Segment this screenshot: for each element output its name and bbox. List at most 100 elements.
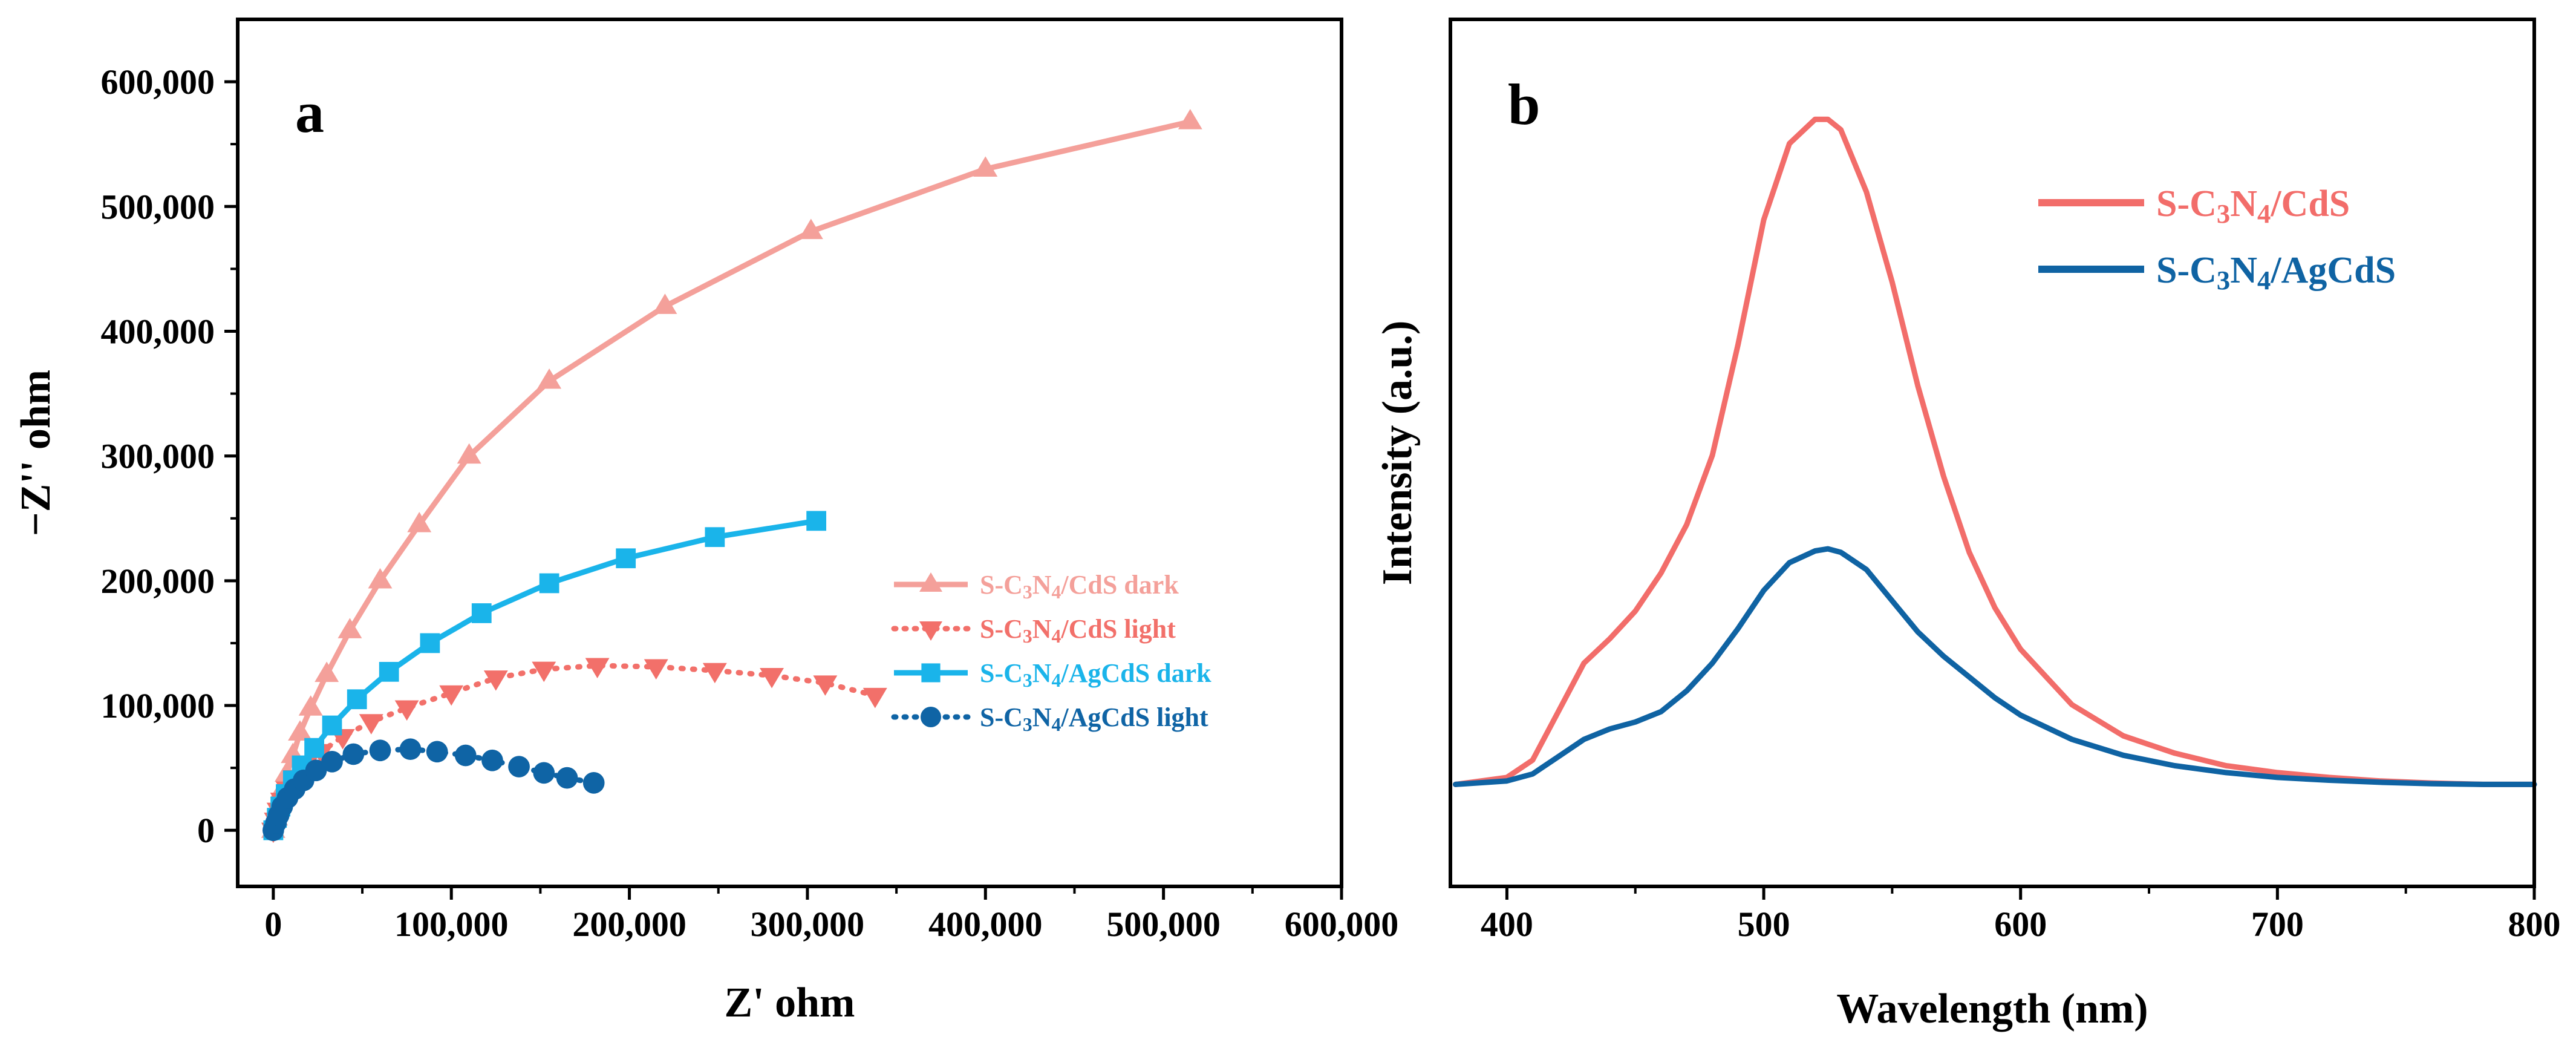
data-point bbox=[399, 738, 422, 761]
legend-item-2: S-C3N4/AgCdS bbox=[2038, 250, 2396, 295]
legend-text-pre: S-C bbox=[980, 614, 1023, 644]
data-point bbox=[288, 720, 312, 741]
legend-text-pre: S-C bbox=[2156, 183, 2217, 224]
legend-text-mid: N bbox=[1032, 614, 1052, 644]
data-point bbox=[298, 695, 323, 716]
legend-text: S-C3N4/CdS dark bbox=[980, 570, 1179, 603]
y-tick-label: 300,000 bbox=[101, 437, 215, 476]
legend-text: S-C3N4/AgCdS bbox=[2156, 250, 2396, 295]
x-tick-label: 400,000 bbox=[928, 905, 1043, 944]
data-point bbox=[616, 548, 636, 569]
legend-text-sub2: 4 bbox=[1052, 670, 1061, 691]
data-point bbox=[439, 685, 464, 706]
data-point bbox=[407, 512, 432, 532]
data-point bbox=[644, 659, 668, 680]
legend-text-sub1: 3 bbox=[1023, 581, 1032, 603]
legend-text-mid: N bbox=[1032, 702, 1052, 732]
panel-a-plot-area bbox=[261, 109, 1202, 843]
data-point bbox=[532, 661, 556, 682]
panel-b: 400 500 600 700 800 b Wavelength (nm) Intens… bbox=[1374, 18, 2561, 1032]
legend-text-sub1: 3 bbox=[2217, 265, 2230, 295]
y-tick-label: 200,000 bbox=[101, 561, 215, 601]
y-tick-label: 500,000 bbox=[101, 187, 215, 226]
y-tick-label: 400,000 bbox=[101, 312, 215, 351]
legend-text-pre: S-C bbox=[2156, 250, 2217, 291]
data-point bbox=[305, 759, 327, 782]
data-point bbox=[426, 741, 448, 763]
legend-text-mid: N bbox=[1032, 658, 1052, 688]
legend-item-4: S-C3N4/AgCdS light bbox=[891, 702, 1208, 735]
panel-b-x-axis-label: Wavelength (nm) bbox=[1836, 986, 2148, 1032]
panel-a-label: a bbox=[295, 80, 324, 145]
y-tick-label: 600,000 bbox=[101, 62, 215, 102]
data-point bbox=[1178, 109, 1202, 129]
data-point bbox=[919, 572, 942, 592]
legend-text-post: /CdS dark bbox=[1060, 570, 1179, 600]
data-point bbox=[760, 667, 784, 689]
legend-text-sub1: 3 bbox=[2217, 198, 2230, 229]
data-point bbox=[321, 750, 343, 773]
data-point bbox=[806, 511, 827, 531]
panel-a-y-axis-label: −Z'' ohm bbox=[13, 370, 59, 536]
data-point bbox=[508, 756, 530, 777]
series-4 bbox=[262, 738, 605, 842]
data-point bbox=[483, 670, 508, 691]
legend-text-post: /AgCdS bbox=[2270, 250, 2396, 291]
data-point bbox=[304, 738, 324, 758]
x-tick-label: 200,000 bbox=[572, 905, 686, 944]
data-point bbox=[322, 715, 342, 736]
legend-text-post: /AgCdS light bbox=[1060, 702, 1208, 732]
panel-a-frame bbox=[236, 18, 1343, 888]
panel-b-ticks: 400 500 600 700 800 bbox=[1481, 886, 2561, 944]
legend-text-pre: S-C bbox=[980, 658, 1023, 688]
x-tick-label: 300,000 bbox=[751, 905, 865, 944]
data-point bbox=[921, 707, 941, 727]
data-point bbox=[337, 618, 362, 638]
data-point bbox=[585, 658, 610, 679]
legend-item-3: S-C3N4/AgCdS dark bbox=[894, 658, 1211, 691]
legend-item-1: S-C3N4/CdS dark bbox=[894, 570, 1179, 603]
legend-text-sub2: 4 bbox=[2257, 198, 2271, 229]
legend-text: S-C3N4/CdS light bbox=[980, 614, 1176, 647]
legend-text-sub1: 3 bbox=[1023, 714, 1032, 735]
data-point bbox=[653, 293, 677, 314]
panel-b-plot-area bbox=[1453, 116, 2537, 787]
legend-text-sub1: 3 bbox=[1023, 670, 1032, 691]
panel-a: 0 100,000 200,000 300,000 400,000 500,000 600,… bbox=[13, 18, 1399, 1026]
data-point bbox=[481, 749, 503, 771]
x-tick-label: 600 bbox=[1994, 905, 2047, 944]
data-point bbox=[973, 156, 998, 177]
data-point bbox=[457, 443, 481, 464]
data-point bbox=[315, 661, 339, 682]
legend-item-1: S-C3N4/CdS bbox=[2038, 183, 2350, 229]
data-point bbox=[394, 700, 419, 721]
series-line-1 bbox=[1453, 116, 2537, 787]
legend-text: S-C3N4/AgCdS dark bbox=[980, 658, 1211, 691]
x-tick-label: 400 bbox=[1481, 905, 1533, 944]
x-tick-label: 500 bbox=[1738, 905, 1790, 944]
data-point bbox=[537, 368, 562, 389]
series-line-2 bbox=[1453, 546, 2537, 787]
data-point bbox=[379, 661, 399, 682]
data-point bbox=[705, 527, 725, 548]
legend-text-sub1: 3 bbox=[1023, 626, 1032, 647]
panel-a-ticks: 0 100,000 200,000 300,000 400,000 500,000 600,… bbox=[101, 62, 1399, 944]
x-tick-label: 700 bbox=[2251, 905, 2304, 944]
data-point bbox=[919, 621, 942, 641]
panel-b-frame bbox=[1449, 18, 2536, 888]
x-tick-label: 800 bbox=[2508, 905, 2561, 944]
legend-text-mid: N bbox=[2230, 250, 2257, 291]
data-point bbox=[369, 739, 391, 762]
data-point bbox=[471, 603, 492, 623]
data-point bbox=[368, 568, 393, 589]
legend-text-mid: N bbox=[1032, 570, 1052, 600]
data-point bbox=[539, 573, 559, 594]
data-point bbox=[533, 762, 555, 784]
legend-text-post: /CdS light bbox=[1060, 614, 1176, 644]
data-point bbox=[420, 633, 440, 653]
legend-text-post: /AgCdS dark bbox=[1060, 658, 1211, 688]
x-tick-label: 0 bbox=[264, 905, 282, 944]
legend-text-mid: N bbox=[2230, 183, 2257, 224]
legend-text: S-C3N4/AgCdS light bbox=[980, 702, 1208, 735]
